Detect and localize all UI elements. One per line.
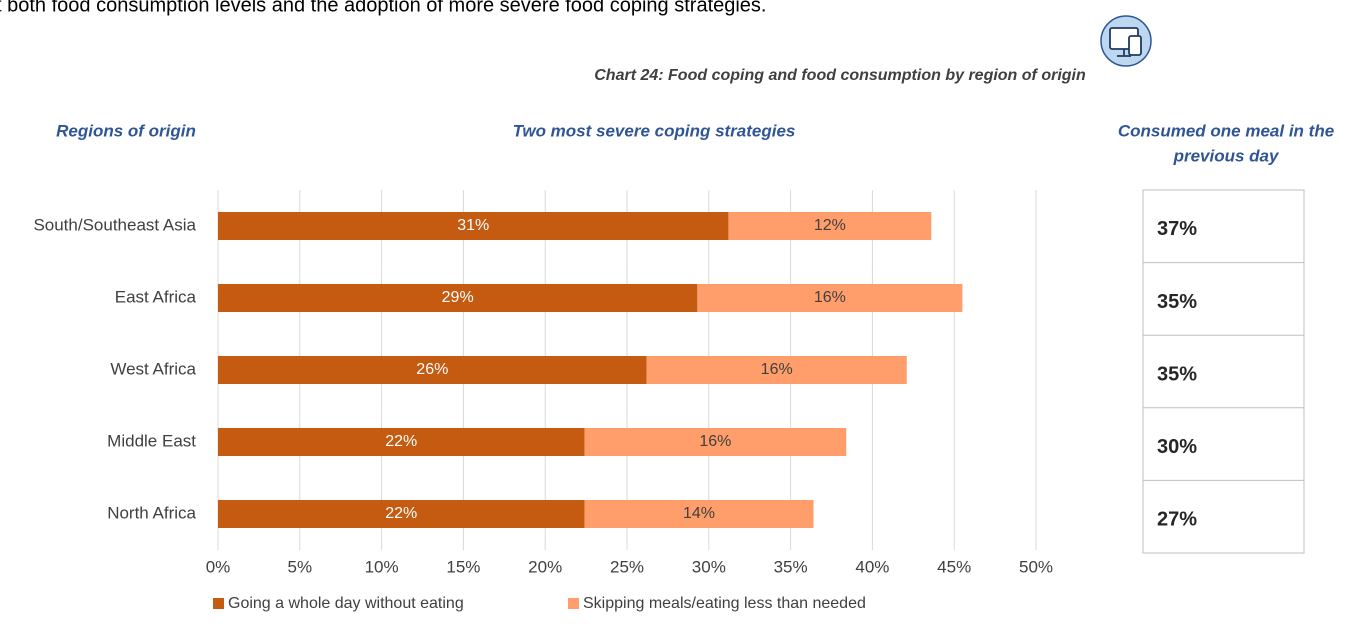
- x-tick-label: 25%: [610, 557, 644, 576]
- value-label: 26%: [416, 361, 448, 378]
- table-cell: 30%: [1157, 436, 1197, 458]
- x-tick-label: 35%: [774, 557, 808, 576]
- bar-segment: [584, 428, 847, 456]
- category-heading: Regions of origin: [56, 121, 196, 140]
- table-heading: Consumed one meal in the: [1118, 121, 1334, 140]
- x-tick-label: 15%: [446, 557, 480, 576]
- y-tick-label: East Africa: [115, 287, 197, 306]
- table-heading: previous day: [1173, 146, 1280, 165]
- y-tick-label: North Africa: [107, 503, 196, 522]
- value-label: 31%: [457, 217, 489, 234]
- legend-swatch: [568, 598, 579, 609]
- bar-segment: [697, 284, 963, 312]
- value-label: 29%: [442, 289, 474, 306]
- bar-segment: [218, 284, 698, 312]
- x-tick-label: 50%: [1019, 557, 1053, 576]
- y-tick-label: South/Southeast Asia: [33, 215, 196, 234]
- bar-segment: [218, 428, 585, 456]
- table-cell: 37%: [1157, 218, 1197, 240]
- legend-swatch: [213, 598, 224, 609]
- bar-segment: [584, 500, 814, 528]
- bar-segment: [728, 212, 932, 240]
- legend-label: Going a whole day without eating: [228, 595, 464, 612]
- legend-label: Skipping meals/eating less than needed: [583, 595, 866, 612]
- bar-segment: [218, 500, 585, 528]
- table-border: [1142, 189, 1305, 554]
- value-label: 12%: [814, 217, 846, 234]
- x-tick-label: 45%: [937, 557, 971, 576]
- value-label: 16%: [814, 289, 846, 306]
- table-cell: 35%: [1157, 363, 1197, 385]
- value-label: 22%: [385, 433, 417, 450]
- bar-segment: [218, 356, 647, 384]
- x-tick-label: 30%: [692, 557, 726, 576]
- bar-segment: [646, 356, 907, 384]
- device-icon: [1100, 15, 1152, 67]
- bar-segment: [218, 212, 729, 240]
- value-label: 14%: [683, 505, 715, 522]
- table-cell: 27%: [1157, 509, 1197, 531]
- value-label: 16%: [699, 433, 731, 450]
- y-tick-label: West Africa: [110, 359, 196, 378]
- y-tick-label: Middle East: [107, 431, 196, 450]
- intro-text: t both food consumption levels and the a…: [0, 0, 767, 16]
- x-tick-label: 40%: [855, 557, 889, 576]
- table-cell: 35%: [1157, 291, 1197, 313]
- bars-heading: Two most severe coping strategies: [513, 121, 796, 140]
- x-tick-label: 5%: [288, 557, 313, 576]
- value-label: 22%: [385, 505, 417, 522]
- value-label: 16%: [761, 361, 793, 378]
- x-tick-label: 0%: [206, 557, 231, 576]
- x-tick-label: 10%: [365, 557, 399, 576]
- chart-title: Chart 24: Food coping and food consumpti…: [594, 67, 1086, 84]
- x-tick-label: 20%: [528, 557, 562, 576]
